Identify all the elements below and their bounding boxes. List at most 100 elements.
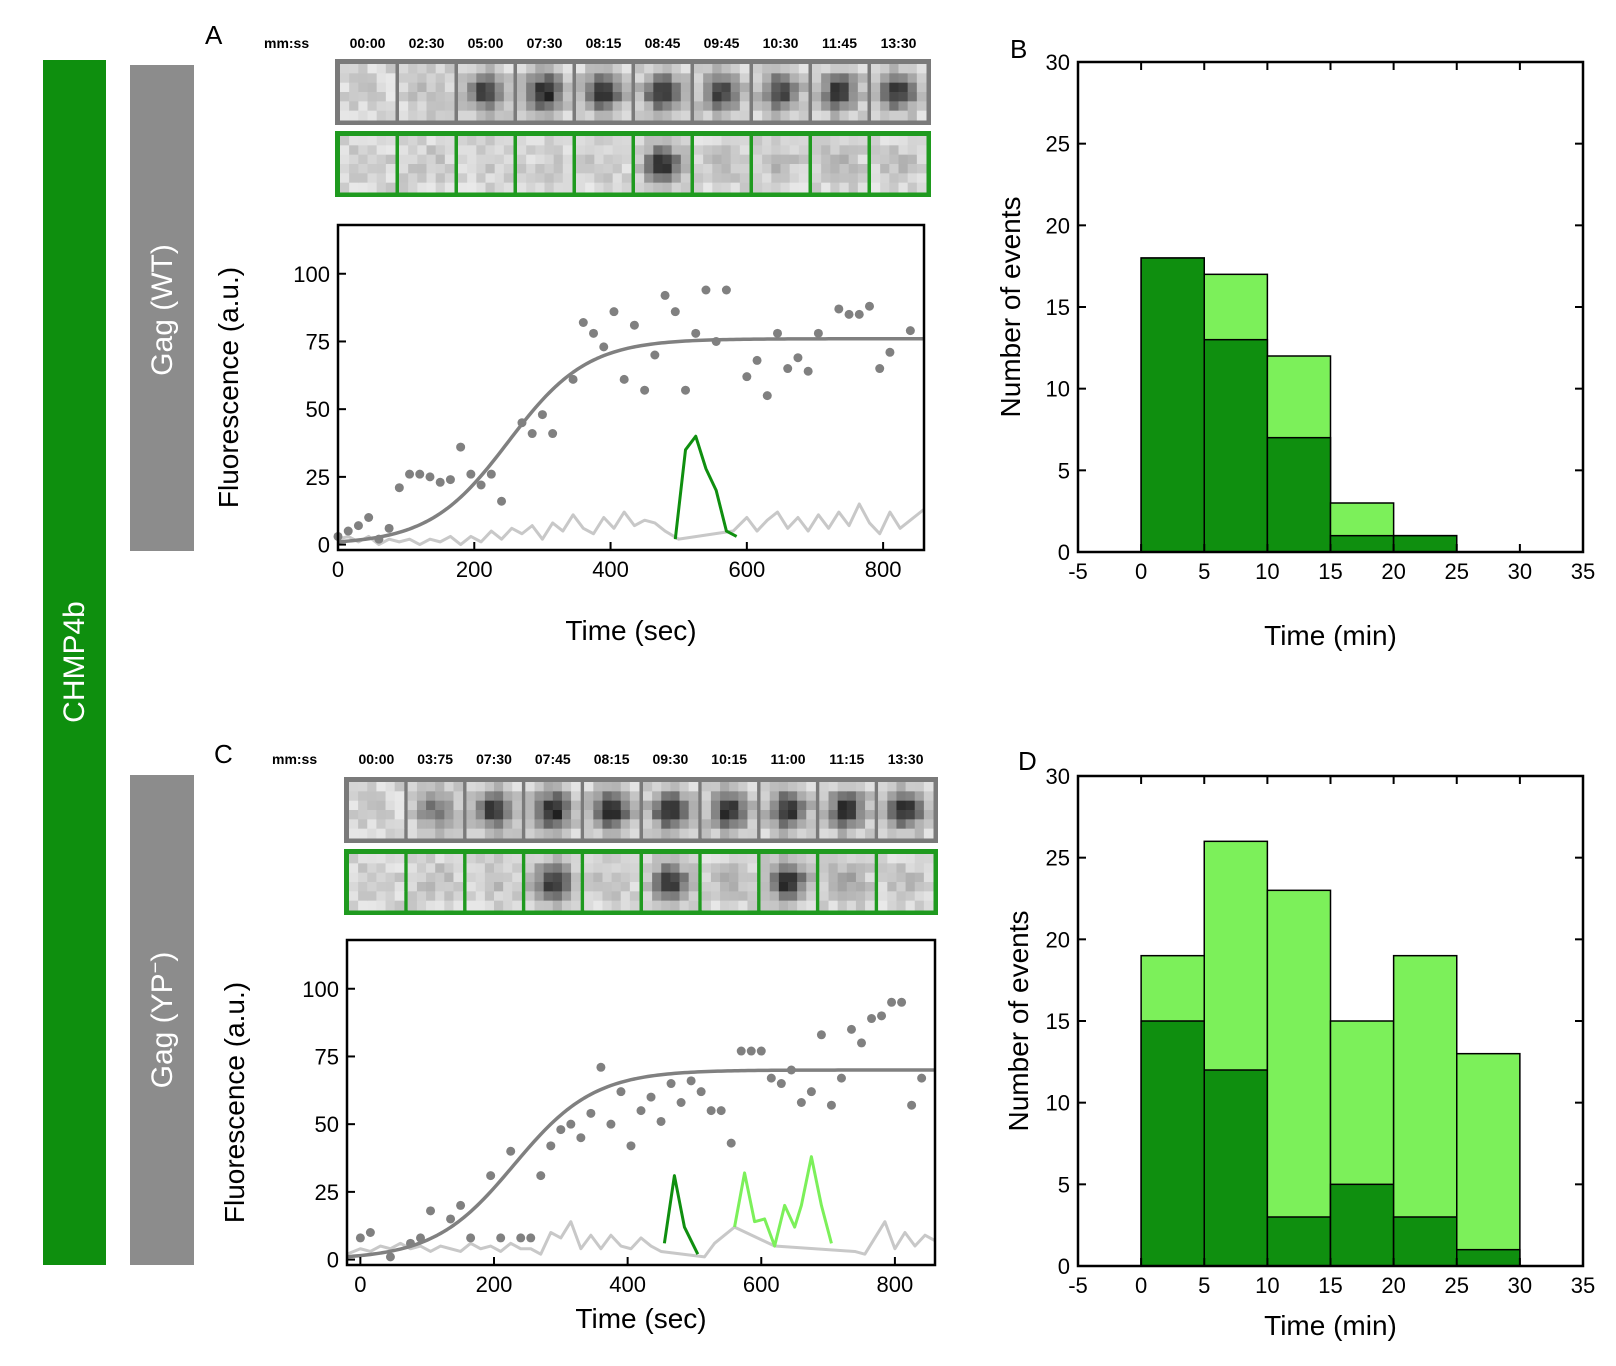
image-pixel (394, 891, 405, 902)
image-pixel (435, 791, 445, 802)
image-pixel (635, 145, 645, 156)
x-tick-label: 400 (592, 557, 629, 582)
image-pixel (712, 82, 722, 93)
image-pixel (543, 800, 554, 811)
image-pixel (444, 810, 454, 820)
image-pixel (760, 819, 771, 830)
image-pixel (593, 800, 603, 811)
bar-subset (1266, 1216, 1332, 1267)
image-pixel (769, 900, 780, 911)
time-label: 13:30 (888, 751, 924, 767)
image-pixel (819, 872, 830, 883)
image-pixel (720, 900, 730, 911)
image-pixel (905, 854, 916, 864)
image-pixel (635, 182, 645, 193)
image-pixel (512, 891, 522, 902)
image-pixel (476, 145, 486, 156)
image-pixel (923, 819, 934, 830)
image-pixel (620, 782, 631, 792)
image-pixel (407, 828, 418, 839)
image-pixel (417, 73, 427, 84)
image-strips: 00:00 02:30 05:00 07:30 08:15 08:45 09:45 10:30… (335, 35, 938, 915)
image-pixel (466, 828, 477, 839)
image-pixel (376, 782, 387, 792)
image-pixel (407, 810, 418, 820)
image-pixel (466, 872, 477, 883)
image-pixel (621, 64, 632, 74)
image-pixel (848, 101, 859, 112)
image-pixel (444, 136, 455, 146)
image-pixel (855, 872, 866, 883)
image-pixel (467, 136, 477, 146)
image-pixel (603, 73, 614, 84)
image-pixel (585, 136, 595, 146)
image-pixel (621, 145, 632, 156)
image-pixel (534, 872, 545, 883)
image-pixel (561, 863, 572, 874)
image-pixel (458, 73, 468, 84)
image-pixel (394, 882, 405, 892)
image-pixel (762, 154, 772, 165)
image-pixel (394, 863, 405, 874)
image-pixel (385, 810, 396, 820)
image-pixel (747, 791, 758, 802)
chmp4b-label-bar (43, 60, 106, 1265)
image-pixel (661, 800, 671, 811)
image-pixel (467, 92, 477, 102)
image-pixel (914, 828, 925, 839)
image-pixel (855, 782, 866, 792)
gag-data-point (384, 523, 394, 533)
image-pixel (349, 810, 359, 820)
image-pixel (670, 810, 681, 820)
image-pixel (671, 64, 682, 74)
image-pixel (376, 900, 387, 911)
image-pixel (407, 791, 418, 802)
image-pixel (747, 900, 758, 911)
image-pixel (905, 800, 916, 811)
image-pixel (653, 136, 663, 146)
image-pixel (376, 182, 387, 193)
image-pixel (561, 810, 572, 820)
image-pixel (701, 854, 712, 864)
image-pixel (416, 819, 427, 830)
image-pixel (848, 173, 859, 184)
image-pixel (484, 854, 495, 864)
image-pixel (771, 92, 781, 102)
image-pixel (503, 854, 513, 864)
image-pixel (778, 854, 789, 864)
image-pixel (720, 782, 730, 792)
image-pixel (806, 819, 816, 830)
image-pixel (399, 154, 409, 165)
image-pixel (788, 854, 798, 864)
image-pixel (923, 828, 934, 839)
image-pixel (839, 154, 850, 165)
image-pixel (526, 73, 536, 84)
time-label: 05:00 (468, 35, 504, 51)
image-pixel (652, 782, 662, 792)
image-pixel (552, 810, 563, 820)
image-pixel (769, 791, 780, 802)
image-pixel (562, 136, 573, 146)
image-pixel (694, 110, 704, 121)
image-pixel (435, 782, 445, 792)
image-pixel (611, 854, 622, 864)
image-pixel (871, 154, 881, 165)
image-pixel (887, 782, 897, 792)
image-pixel (871, 145, 881, 156)
image-pixel (435, 136, 446, 146)
y-axis-label: Number of events (1003, 911, 1034, 1132)
image-pixel (385, 110, 396, 121)
image-pixel (837, 828, 848, 839)
image-pixel (871, 182, 881, 193)
image-pixel (635, 73, 645, 84)
image-pixel (594, 145, 604, 156)
image-pixel (535, 154, 545, 165)
image-pixel (780, 164, 791, 174)
image-pixel (494, 828, 504, 839)
image-pixel (889, 136, 899, 146)
image-pixel (340, 110, 350, 121)
image-pixel (475, 810, 486, 820)
image-pixel (914, 900, 925, 911)
image-pixel (358, 872, 368, 883)
image-pixel (358, 136, 368, 146)
